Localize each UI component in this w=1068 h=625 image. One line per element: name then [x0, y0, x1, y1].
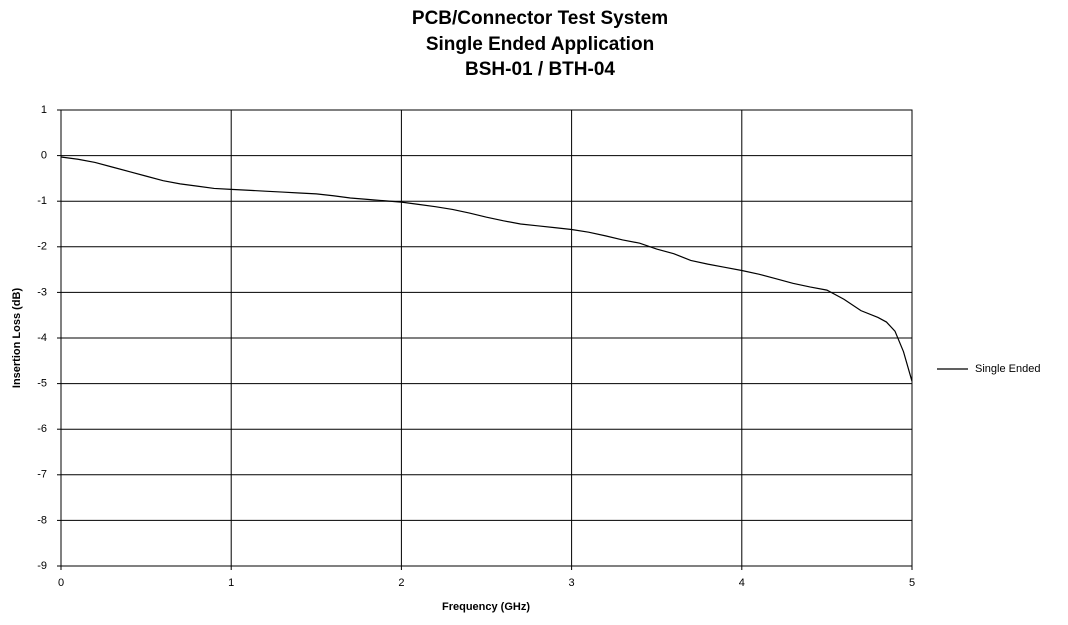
- x-axis-label: Frequency (GHz): [442, 601, 530, 613]
- y-tick-label: -4: [37, 332, 47, 344]
- x-tick-label: 2: [398, 577, 404, 589]
- x-tick-label: 1: [228, 577, 234, 589]
- legend-label: Single Ended: [975, 363, 1040, 375]
- y-tick-label: -7: [37, 469, 47, 481]
- data-line: [60, 156, 913, 382]
- y-tick-label: -8: [37, 514, 47, 526]
- x-tick-label: 4: [739, 577, 745, 589]
- chart-title: Single Ended Application: [426, 34, 654, 55]
- y-tick-label: 1: [41, 104, 47, 116]
- chart-title: BSH-01 / BTH-04: [465, 59, 615, 80]
- y-tick-label: -5: [37, 378, 47, 390]
- y-tick-label: -3: [37, 286, 47, 298]
- y-tick-label: -2: [37, 241, 47, 253]
- y-tick-label: -1: [37, 195, 47, 207]
- x-tick-label: 5: [909, 577, 915, 589]
- x-tick-label: 3: [569, 577, 575, 589]
- chart-title: PCB/Connector Test System: [412, 8, 668, 29]
- x-tick-label: 0: [58, 577, 64, 589]
- y-tick-label: 0: [41, 150, 47, 162]
- y-axis-label: Insertion Loss (dB): [11, 288, 23, 389]
- y-tick-label: -9: [37, 560, 47, 572]
- y-tick-label: -6: [37, 423, 47, 435]
